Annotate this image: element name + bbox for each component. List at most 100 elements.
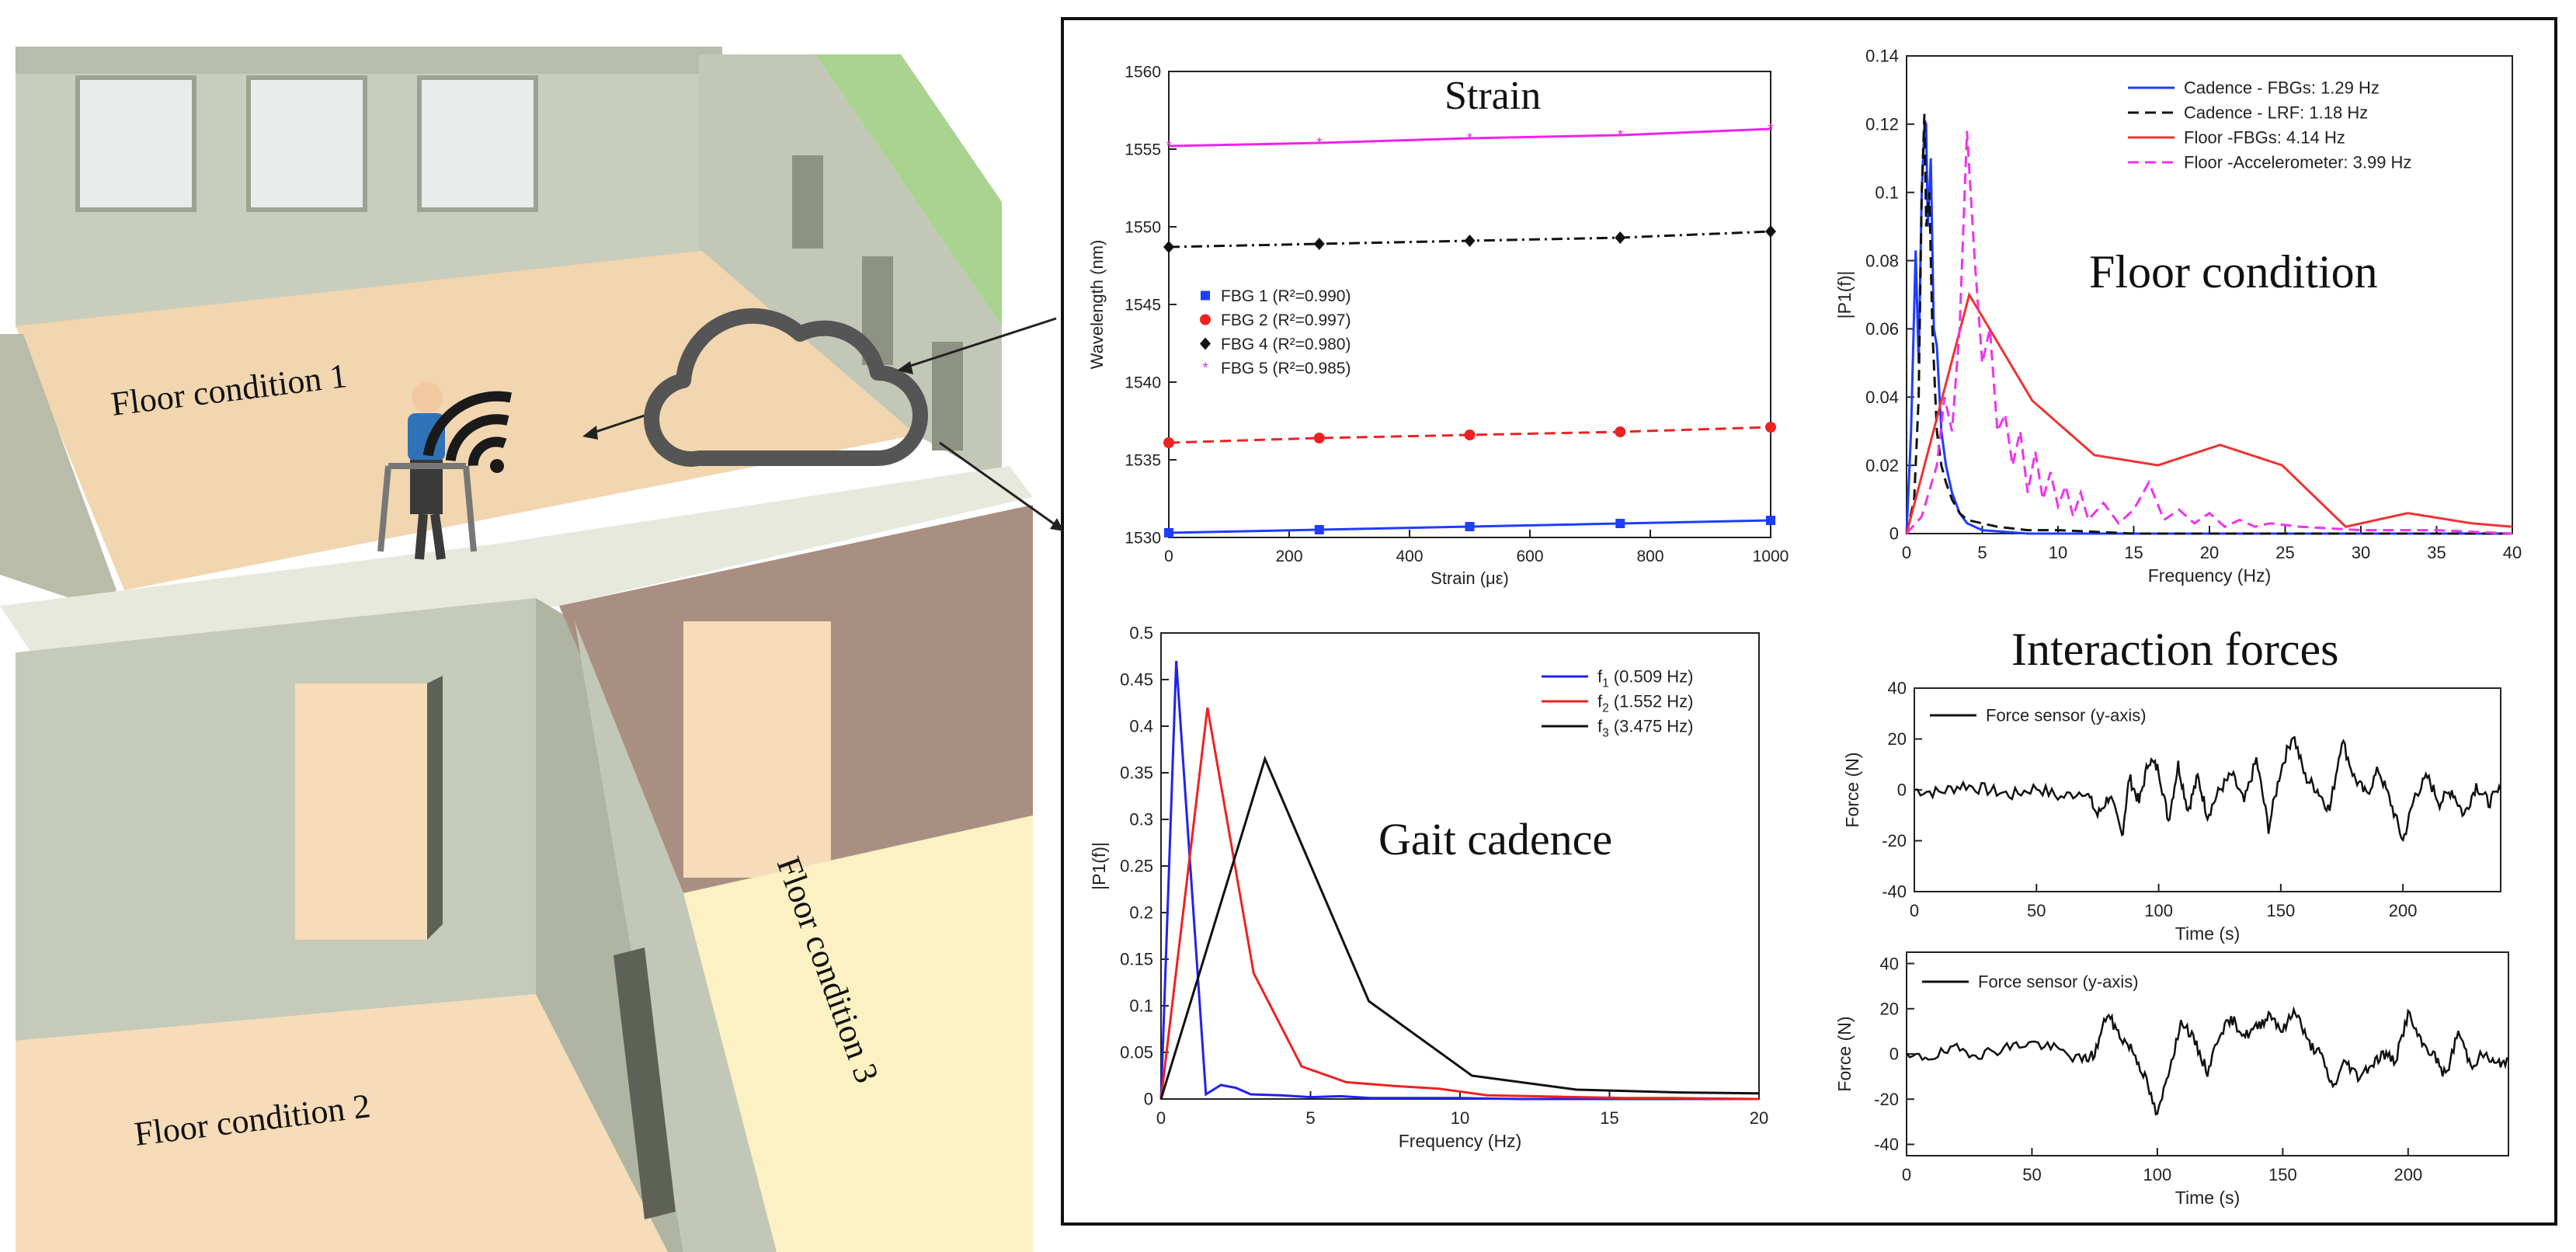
gait-ytick-label: 0.3: [1129, 810, 1153, 829]
strain-ytick-label: 1560: [1125, 63, 1161, 81]
floor-plan-scene: Floor condition 1 Floor condition 2 Floo…: [0, 0, 1056, 1252]
strain-point: *: [1316, 135, 1322, 151]
force1-ytick-label: 40: [1888, 679, 1907, 698]
floor-xtick-label: 10: [2049, 543, 2067, 562]
floor-ytick-label: 0.02: [1865, 456, 1899, 475]
strain-point: *: [1768, 121, 1773, 137]
gait-cadence-chart: 0 0.05 0.1 0.15 0.2 0.25 0.3 0.35 0.4 0.45 0.5 0 5 10…: [1089, 624, 1768, 1151]
legend-label: Cadence - LRF: 1.18 Hz: [2184, 103, 2368, 123]
force2-plot-area: [1906, 951, 2509, 1156]
floor-xtick-label: 35: [2427, 543, 2446, 562]
force2-ytick-label: -20: [1874, 1090, 1899, 1109]
strain-xlabel: Strain (με): [1431, 569, 1509, 588]
legend-label: f1 (0.509 Hz): [1597, 667, 1694, 690]
floor-xtick-label: 5: [1977, 543, 1987, 562]
strain-point: [1615, 426, 1626, 437]
gait-xlabel: Frequency (Hz): [1399, 1131, 1521, 1151]
gait-series-line-1: [1159, 660, 1759, 1101]
legend-label: FBG 4 (R²=0.980): [1221, 336, 1351, 353]
legend-marker: *: [1202, 360, 1208, 376]
floor-series-line-1: [1905, 120, 2512, 535]
strain-xtick-label: 200: [1275, 548, 1302, 565]
strain-plot-area: [1168, 71, 1771, 538]
strain-ytick-label: 1530: [1125, 529, 1161, 547]
strain-ytick-label: 1535: [1125, 451, 1161, 469]
strain-point: [1765, 225, 1776, 238]
force1-ytick-label: 0: [1897, 781, 1907, 800]
strain-ytick-label: 1550: [1125, 218, 1161, 236]
legend-label: Force sensor (y-axis): [1978, 972, 2139, 992]
door-room-3: [683, 621, 831, 878]
force1-xtick-label: 0: [1910, 901, 1919, 920]
floor-ytick-label: 0.04: [1865, 388, 1899, 407]
gait-ytick-label: 0: [1144, 1090, 1153, 1109]
floor-series-line-2: [1905, 113, 2512, 535]
floor-series-line-3: [1905, 291, 2513, 534]
strain-point: [1313, 238, 1325, 250]
strain-xtick-label: 400: [1396, 548, 1423, 565]
floor-3-area: [683, 816, 1033, 1252]
window-2: [246, 75, 367, 212]
gait-plot-area: [1160, 632, 1760, 1100]
force2-series-line-1: [1906, 1006, 2509, 1116]
force2-ylabel: Force (N): [1834, 1016, 1855, 1091]
divider-wall-top: [0, 544, 559, 652]
force1-ytick-label: -40: [1882, 882, 1907, 902]
force2-xtick-label: 200: [2393, 1165, 2422, 1184]
strain-ylabel: Wavelength (nm): [1087, 240, 1107, 370]
strain-point: [1314, 525, 1324, 534]
cloud-to-chart-arrows: [897, 317, 1064, 531]
gait-ytick-label: 0.2: [1129, 903, 1153, 923]
legend-label: Floor -FBGs: 4.14 Hz: [2184, 128, 2345, 148]
legend-label: Floor -Accelerometer: 3.99 Hz: [2184, 153, 2411, 172]
floor-xtick-label: 40: [2503, 543, 2522, 562]
force1-title: Interaction forces: [2011, 624, 2338, 675]
strain-xtick-label: 1000: [1753, 548, 1789, 565]
interaction-forces-chart-1: -40 -20 0 20 40 0 50 100 150 200 Time (s) Force (N)…: [1842, 624, 2502, 944]
floor-xtick-label: 0: [1902, 543, 1911, 562]
strain-xtick-label: 800: [1636, 548, 1663, 565]
floor-ytick-label: 0.14: [1865, 47, 1899, 66]
gait-ylabel: |P1(f)|: [1089, 842, 1109, 890]
force1-plot-area: [1914, 687, 2501, 892]
gait-ytick-label: 0.05: [1120, 1043, 1153, 1062]
legend-marker: [1200, 337, 1211, 350]
gait-xtick-label: 15: [1600, 1108, 1618, 1128]
strain-point: *: [1467, 130, 1472, 146]
floor-xtick-label: 15: [2124, 543, 2143, 562]
force1-xtick-label: 100: [2144, 901, 2173, 920]
strain-point: [1313, 433, 1325, 443]
strain-ytick-label: 1540: [1125, 374, 1161, 391]
strain-point: *: [1618, 127, 1623, 143]
floor-xtick-label: 20: [2200, 543, 2219, 562]
force2-xlabel: Time (s): [2175, 1188, 2240, 1208]
strain-point: [1163, 241, 1174, 253]
strain-series-line-4: [1168, 127, 1771, 148]
legend-label: f3 (3.475 Hz): [1597, 717, 1694, 740]
legend-label: FBG 1 (R²=0.990): [1221, 287, 1351, 305]
floor-condition-chart: 0 0.02 0.04 0.06 0.08 0.1 0.12 0.14 0 5 10 15 20 25 30…: [1834, 47, 2522, 586]
window-3: [417, 75, 538, 212]
force2-ytick-label: 40: [1880, 954, 1899, 973]
gait-xtick-label: 10: [1451, 1108, 1469, 1128]
strain-point: [1164, 528, 1173, 537]
gait-ytick-label: 0.4: [1129, 717, 1153, 736]
strain-xtick-label: 0: [1164, 548, 1173, 565]
strain-point: [1615, 231, 1626, 244]
walker-user-icon: [377, 382, 477, 560]
strain-xtick-label: 600: [1516, 548, 1543, 565]
strain-point: [1465, 522, 1475, 531]
legend-label: Force sensor (y-axis): [1986, 706, 2147, 725]
floor-ytick-label: 0.1: [1875, 183, 1899, 202]
right-wall: [699, 54, 1002, 482]
floor-1-area: [16, 249, 916, 590]
wifi-signal-icon: [422, 391, 512, 473]
door-room-2: [295, 683, 427, 940]
strain-point: [1615, 519, 1625, 528]
strain-point: [1163, 437, 1174, 448]
gait-xtick-label: 0: [1156, 1108, 1166, 1128]
force2-xtick-label: 150: [2268, 1165, 2297, 1184]
strain-point: [1464, 235, 1476, 247]
force2-ytick-label: -40: [1874, 1135, 1899, 1154]
